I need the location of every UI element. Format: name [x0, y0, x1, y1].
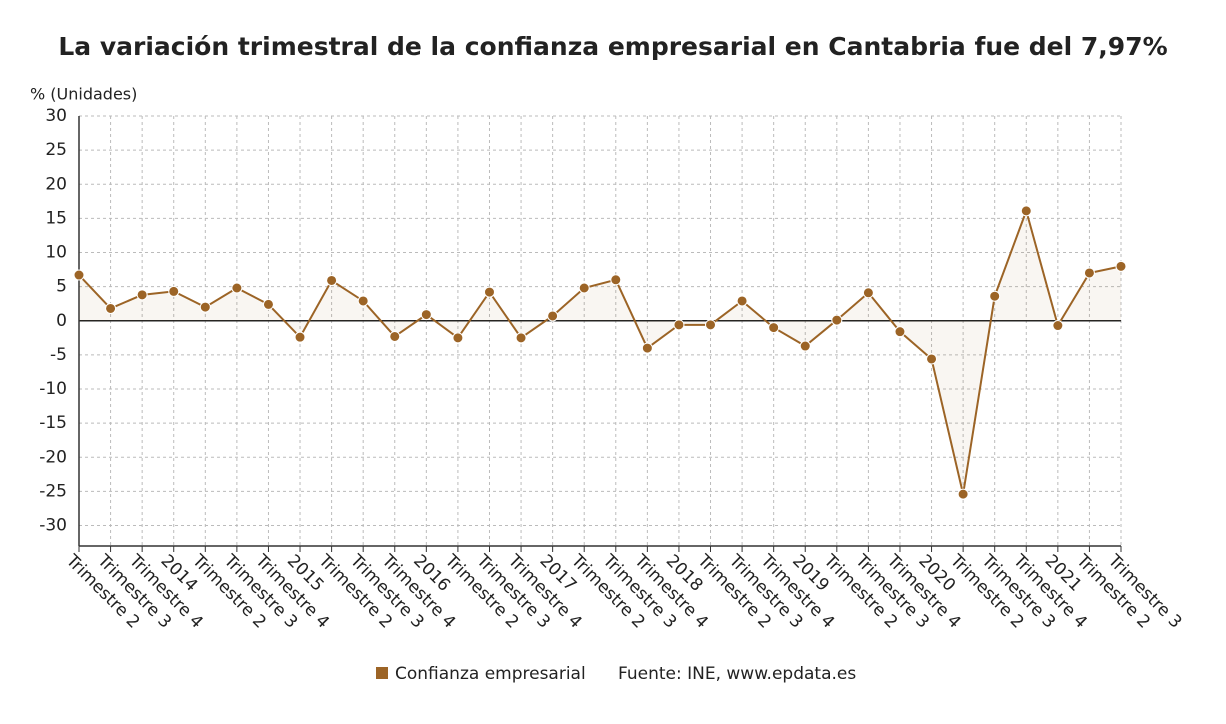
point	[736, 295, 748, 307]
point	[1115, 260, 1127, 272]
y-tick-label: -25	[39, 481, 67, 501]
point	[73, 269, 85, 281]
point	[420, 309, 432, 321]
point	[262, 298, 274, 310]
y-tick-label: -15	[39, 413, 67, 433]
point	[452, 332, 464, 344]
point	[578, 282, 590, 294]
y-tick-label: -5	[50, 345, 67, 365]
point	[989, 290, 1001, 302]
y-tick-label: 15	[45, 208, 67, 228]
point	[168, 285, 180, 297]
point	[199, 301, 211, 313]
point	[389, 330, 401, 342]
y-tick-label: 10	[45, 243, 67, 263]
point	[547, 310, 559, 322]
point	[483, 286, 495, 298]
y-tick-label: -20	[39, 447, 67, 467]
point	[610, 274, 622, 286]
legend-swatch	[376, 667, 388, 679]
y-tick-label: 20	[45, 174, 67, 194]
y-tick-label: 25	[45, 140, 67, 160]
point	[231, 282, 243, 294]
point	[831, 314, 843, 326]
y-tick-label: 0	[56, 311, 67, 331]
point	[105, 302, 117, 314]
point	[357, 295, 369, 307]
point	[926, 353, 938, 365]
point	[1083, 267, 1095, 279]
point	[136, 289, 148, 301]
point	[641, 342, 653, 354]
point	[957, 488, 969, 500]
point	[768, 322, 780, 334]
source: Fuente: INE, www.epdata.es	[618, 664, 856, 684]
point	[673, 319, 685, 331]
point	[862, 287, 874, 299]
point	[294, 331, 306, 343]
point	[515, 332, 527, 344]
y-tick-label: -10	[39, 379, 67, 399]
point	[705, 319, 717, 331]
line	[78, 207, 1122, 495]
point	[1020, 205, 1032, 217]
y-tick-label: 30	[45, 106, 67, 126]
y-tick-label: -30	[39, 516, 67, 536]
point	[894, 326, 906, 338]
y-tick-label: 5	[56, 277, 67, 297]
legend-label: Confianza empresarial	[395, 664, 586, 684]
area	[79, 210, 1121, 495]
point	[799, 340, 811, 352]
point	[326, 274, 338, 286]
y-axis-label: % (Unidades)	[30, 85, 137, 104]
point	[1052, 320, 1064, 332]
chart-title: La variación trimestral de la confianza …	[58, 32, 1167, 61]
